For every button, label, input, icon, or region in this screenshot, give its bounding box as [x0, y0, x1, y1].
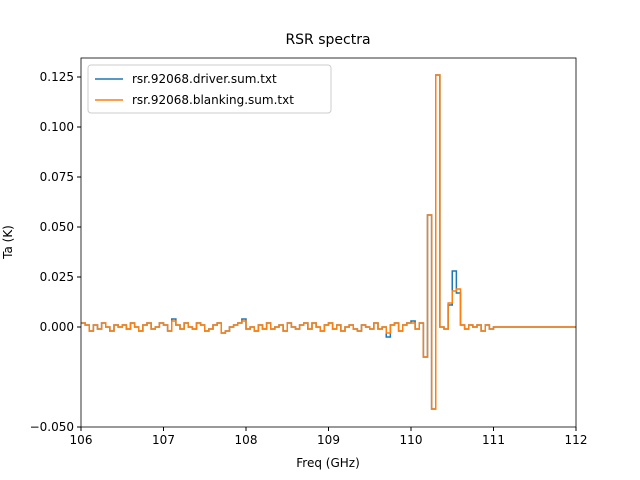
legend-label: rsr.92068.driver.sum.txt — [132, 72, 277, 86]
plot-frame — [80, 57, 577, 428]
series-line — [81, 74, 576, 410]
x-tick-label: 108 — [235, 433, 258, 447]
y-tick-label: −0.050 — [30, 420, 74, 434]
y-tick-label: 0.000 — [40, 320, 74, 334]
x-tick-label: 111 — [482, 433, 505, 447]
x-tick-label: 109 — [317, 433, 340, 447]
x-tick-label: 110 — [400, 433, 423, 447]
x-tick-label: 112 — [565, 433, 588, 447]
y-tick-label: 0.025 — [40, 270, 74, 284]
x-tick-label: 107 — [152, 433, 175, 447]
x-tick-label: 106 — [70, 433, 93, 447]
y-axis-label: Ta (K) — [1, 225, 15, 260]
y-tick-label: 0.125 — [40, 70, 74, 84]
x-axis-label: Freq (GHz) — [296, 456, 360, 470]
y-tick-label: 0.100 — [40, 120, 74, 134]
chart-title: RSR spectra — [285, 32, 370, 48]
legend-box — [87, 64, 332, 114]
y-tick-label: 0.050 — [40, 220, 74, 234]
y-tick-label: 0.075 — [40, 170, 74, 184]
legend-label: rsr.92068.blanking.sum.txt — [132, 93, 294, 107]
